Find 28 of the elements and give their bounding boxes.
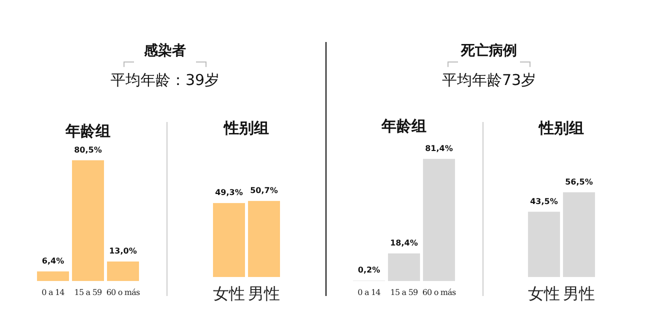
text: 死亡病例 [460, 42, 517, 59]
data-label: 18,4% [390, 238, 418, 248]
x-tick-label: 男性 [248, 284, 280, 303]
x-tick-label: 男性 [563, 284, 595, 303]
chart-title: 性别组 [538, 119, 584, 137]
x-tick-label: 0 a 14 [358, 288, 381, 297]
text: 平均年龄73岁 [442, 71, 536, 89]
x-tick-label: 15 a 59 [390, 288, 418, 297]
data-label: 56,5% [565, 177, 593, 186]
data-label: 80,5% [74, 145, 102, 154]
x-tick-label: 女性 [528, 284, 560, 303]
data-label: 13,0% [109, 246, 137, 256]
data-label: 50,7% [250, 186, 278, 195]
data-label: 81,4% [425, 144, 453, 153]
chart-title: 性别组 [223, 119, 269, 137]
text: 感染者 [143, 42, 186, 59]
data-label: 43,5% [530, 196, 558, 206]
text: 平均年龄：39岁 [110, 71, 220, 89]
chart-title: 年龄组 [64, 122, 110, 140]
x-tick-label: 60 o más [106, 288, 140, 297]
x-tick-label: 女性 [213, 284, 245, 303]
x-tick-label: 15 a 59 [74, 288, 102, 297]
data-label: 49,3% [215, 188, 243, 198]
data-label: 0,2% [358, 266, 380, 275]
chart-title: 年龄组 [380, 117, 426, 135]
x-tick-label: 60 o más [422, 288, 456, 297]
x-tick-label: 0 a 14 [42, 288, 65, 297]
data-label: 6,4% [42, 256, 64, 266]
